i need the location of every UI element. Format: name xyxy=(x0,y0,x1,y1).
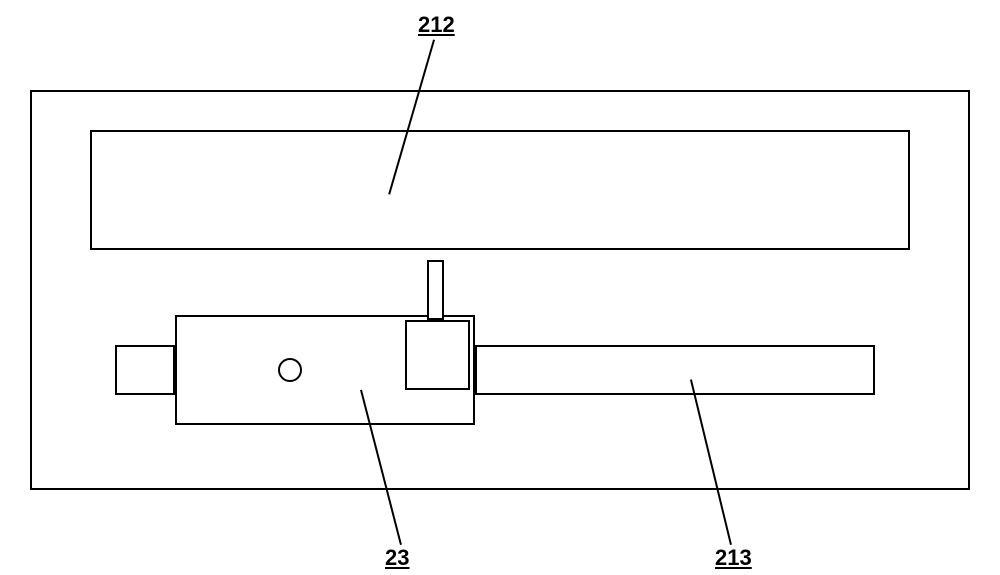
pivot-circle xyxy=(278,358,302,382)
connector-stem xyxy=(427,260,444,320)
top-bar xyxy=(90,130,910,250)
right-bar xyxy=(475,345,875,395)
connector-block xyxy=(405,320,470,390)
label-23: 23 xyxy=(385,545,409,571)
left-tab xyxy=(115,345,175,395)
label-212: 212 xyxy=(418,12,455,38)
diagram-canvas: 212 23 213 xyxy=(0,0,1000,575)
label-213: 213 xyxy=(715,545,752,571)
